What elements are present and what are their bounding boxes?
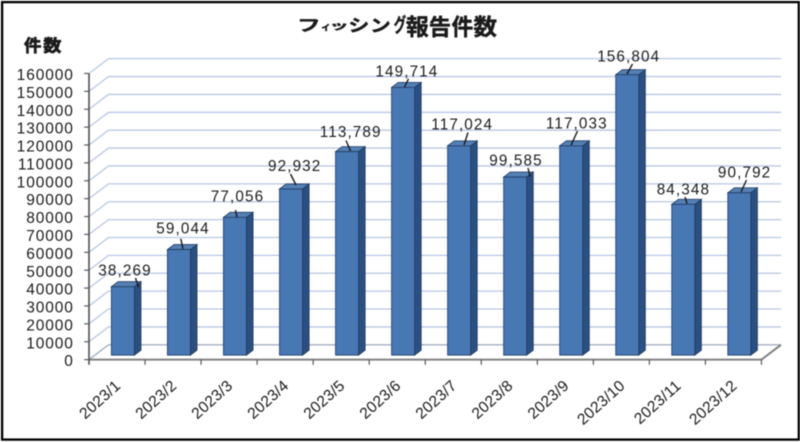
- svg-text:150000: 150000: [17, 85, 74, 102]
- svg-text:0: 0: [64, 353, 74, 370]
- svg-text:70000: 70000: [26, 228, 74, 245]
- svg-text:113,789: 113,789: [320, 124, 382, 141]
- svg-text:100000: 100000: [17, 174, 74, 191]
- svg-text:90,792: 90,792: [718, 165, 771, 182]
- svg-text:40000: 40000: [26, 282, 74, 299]
- svg-text:60000: 60000: [26, 246, 74, 263]
- svg-text:92,932: 92,932: [268, 158, 321, 175]
- svg-text:140000: 140000: [17, 103, 74, 120]
- svg-text:110000: 110000: [18, 156, 74, 173]
- svg-text:130000: 130000: [17, 121, 74, 138]
- svg-text:80000: 80000: [26, 210, 74, 227]
- svg-text:38,269: 38,269: [98, 263, 151, 280]
- svg-text:120000: 120000: [17, 139, 74, 156]
- svg-text:99,585: 99,585: [489, 153, 542, 170]
- svg-text:84,348: 84,348: [657, 182, 710, 199]
- svg-text:59,044: 59,044: [156, 221, 209, 238]
- svg-text:90000: 90000: [26, 192, 74, 209]
- svg-text:160000: 160000: [17, 67, 74, 84]
- svg-text:10000: 10000: [26, 335, 74, 352]
- svg-text:20000: 20000: [26, 317, 74, 334]
- svg-text:117,024: 117,024: [431, 117, 493, 134]
- svg-text:149,714: 149,714: [375, 64, 438, 81]
- svg-text:30000: 30000: [26, 300, 74, 317]
- svg-text:156,804: 156,804: [597, 49, 660, 66]
- svg-text:50000: 50000: [26, 264, 74, 281]
- svg-text:77,056: 77,056: [211, 189, 264, 206]
- svg-text:117,033: 117,033: [546, 116, 608, 133]
